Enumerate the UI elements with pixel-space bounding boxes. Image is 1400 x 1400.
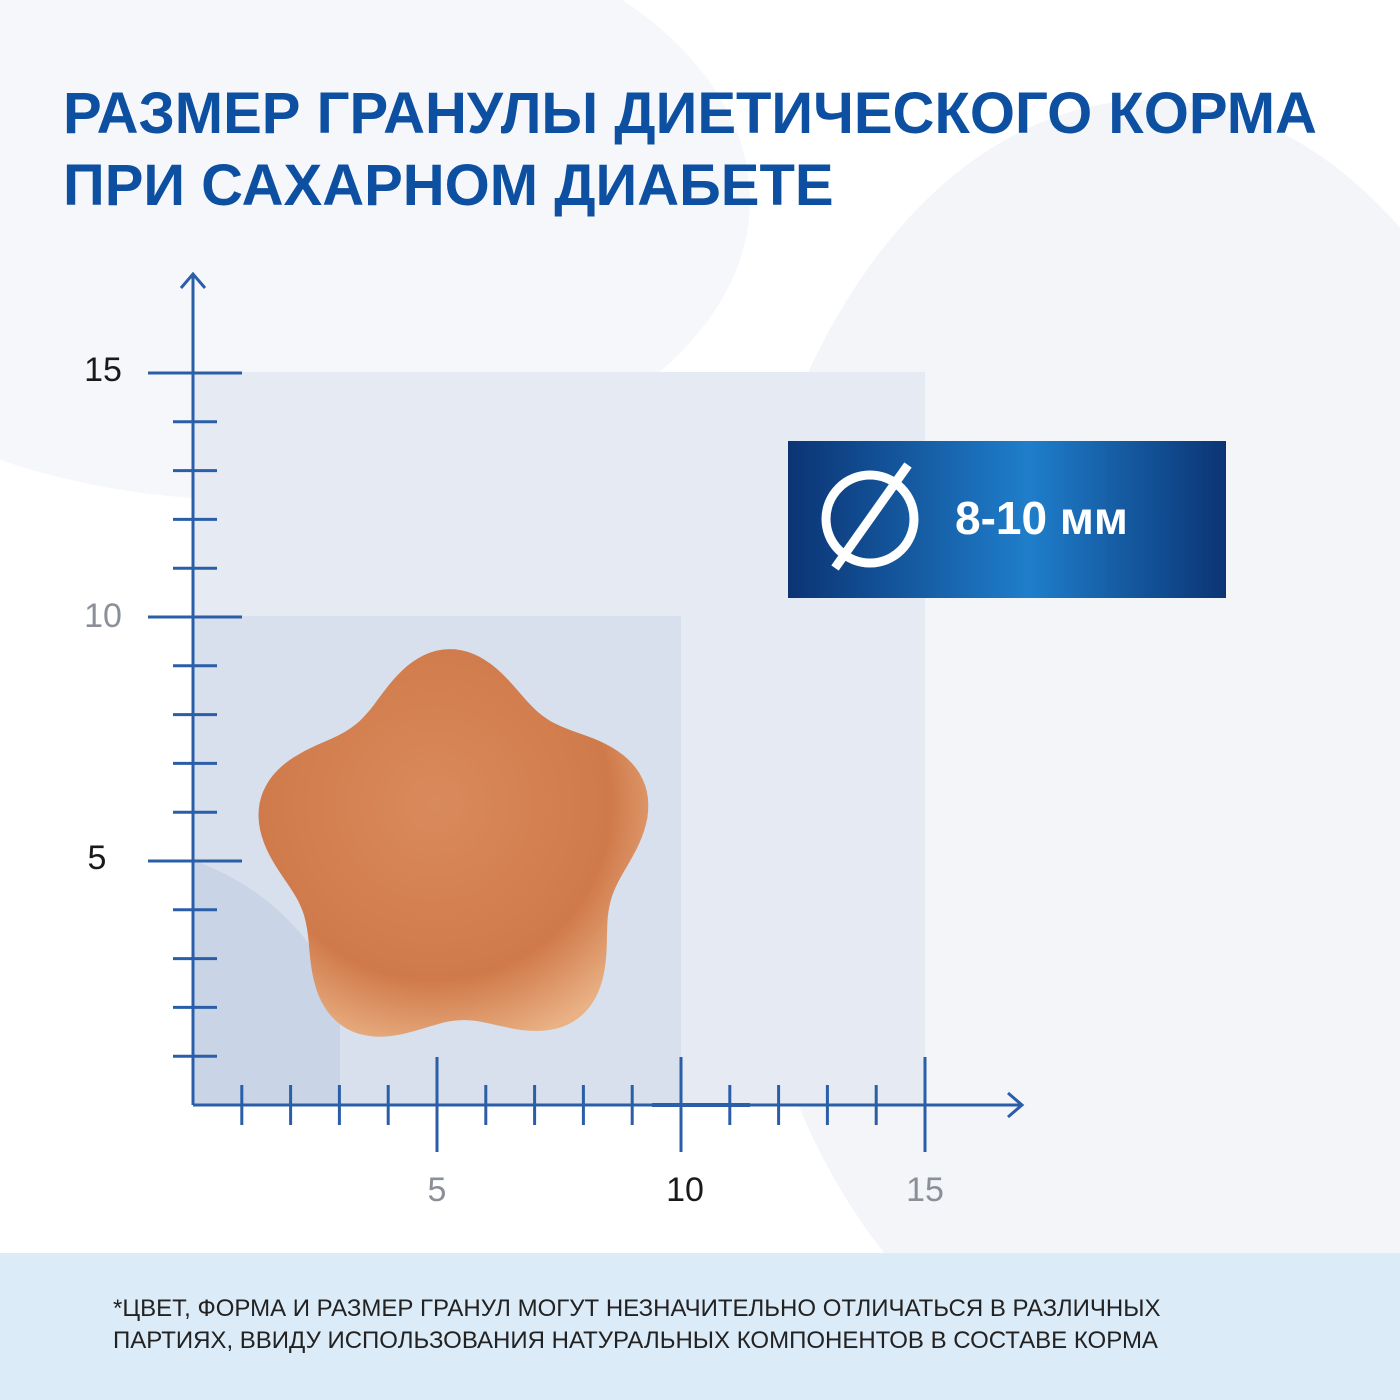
footer: [0, 1253, 1400, 1400]
title-line: ПРИ САХАРНОМ ДИАБЕТЕ: [63, 153, 834, 218]
axes: [148, 271, 1025, 1152]
size-area-shade: [193, 860, 340, 1105]
badge-label: 8-10 мм: [955, 492, 1128, 544]
title-line: РАЗМЕР ГРАНУЛЫ ДИЕТИЧЕСКОГО КОРМА: [63, 81, 1317, 146]
footnote-line: *ЦВЕТ, ФОРМА И РАЗМЕР ГРАНУЛ МОГУТ НЕЗНА…: [113, 1295, 1160, 1322]
diameter-icon: [831, 462, 912, 571]
y-label: 5: [88, 839, 107, 877]
x-label: 10: [666, 1171, 704, 1209]
y-label: 15: [84, 351, 122, 389]
diameter-icon: [821, 470, 919, 568]
x-label: 5: [428, 1171, 447, 1209]
kibble: [258, 649, 649, 1037]
y-label: 10: [84, 597, 122, 635]
y-arrow: [179, 271, 207, 289]
footnote-line: ПАРТИЯХ, ВВИДУ ИСПОЛЬЗОВАНИЯ НАТУРАЛЬНЫХ…: [113, 1327, 1158, 1354]
x-arrow: [1007, 1091, 1025, 1119]
x-label: 15: [906, 1171, 944, 1209]
badge: [788, 441, 1226, 598]
